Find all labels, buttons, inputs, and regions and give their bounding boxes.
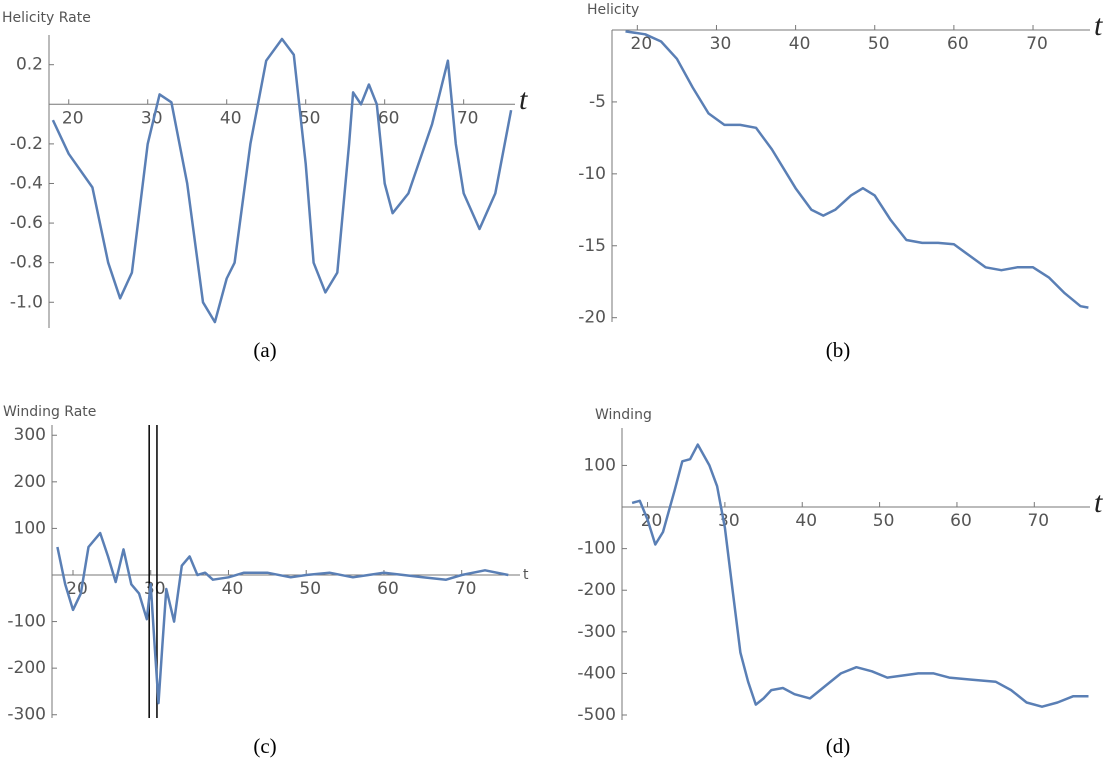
x-tick-label: 40	[220, 108, 242, 128]
y-tick-label: -200	[577, 580, 616, 600]
x-tick-label: 40	[795, 511, 817, 531]
y-tick-label: -300	[577, 622, 616, 642]
y-tick-label: -0.6	[10, 213, 43, 233]
y-tick-label: -200	[7, 658, 46, 678]
x-tick-label: 20	[62, 108, 84, 128]
x-tick-label: 60	[950, 511, 972, 531]
y-tick-label: -0.4	[10, 173, 43, 193]
y-tick-label: 100	[584, 455, 616, 475]
y-tick-label: -400	[577, 663, 616, 683]
y-axis-label: Winding Rate	[3, 404, 96, 420]
y-tick-label: -5	[589, 92, 606, 112]
x-tick-label: 70	[1026, 34, 1048, 54]
y-axis-label: Winding	[595, 407, 652, 423]
x-tick-label: 20	[631, 34, 653, 54]
caption: (c)	[253, 734, 276, 758]
x-tick-label: 70	[457, 108, 479, 128]
y-tick-label: -100	[7, 612, 46, 632]
x-tick-label: 50	[299, 579, 321, 599]
y-axis-label: Helicity Rate	[2, 10, 91, 26]
x-tick-label: 30	[144, 579, 166, 599]
data-line	[51, 37, 513, 324]
data-line	[625, 30, 1089, 309]
x-tick-label: 50	[299, 108, 321, 128]
y-tick-label: -300	[7, 705, 46, 725]
y-tick-label: -20	[578, 308, 606, 328]
x-tick-label: 30	[141, 108, 163, 128]
x-tick-label: 40	[789, 34, 811, 54]
x-axis-label: t	[519, 83, 528, 116]
x-axis-label: t	[523, 567, 529, 583]
x-tick-label: 50	[868, 34, 890, 54]
y-tick-label: -10	[578, 164, 606, 184]
data-line	[56, 531, 509, 705]
y-tick-label: -100	[577, 539, 616, 559]
x-axis-label: t	[1094, 486, 1103, 519]
y-tick-label: 100	[14, 518, 46, 538]
data-line	[631, 443, 1089, 708]
caption: (d)	[826, 734, 851, 758]
y-tick-label: 300	[14, 425, 46, 445]
y-tick-label: 0.2	[16, 55, 43, 75]
x-tick-label: 70	[455, 579, 477, 599]
x-tick-label: 60	[947, 34, 969, 54]
x-tick-label: 60	[378, 108, 400, 128]
y-tick-label: 200	[14, 472, 46, 492]
y-tick-label: -1.0	[10, 292, 43, 312]
x-tick-label: 30	[710, 34, 732, 54]
caption: (b)	[826, 338, 851, 362]
x-tick-label: 70	[1027, 511, 1049, 531]
caption: (a)	[253, 338, 276, 362]
x-tick-label: 60	[377, 579, 399, 599]
x-tick-label: 40	[222, 579, 244, 599]
y-tick-label: -15	[578, 236, 606, 256]
y-axis-label: Helicity	[587, 2, 639, 18]
y-tick-label: -0.2	[10, 134, 43, 154]
x-tick-label: 50	[873, 511, 895, 531]
y-tick-label: -0.8	[10, 253, 43, 273]
x-axis-label: t	[1094, 9, 1103, 42]
y-tick-label: -500	[577, 705, 616, 725]
